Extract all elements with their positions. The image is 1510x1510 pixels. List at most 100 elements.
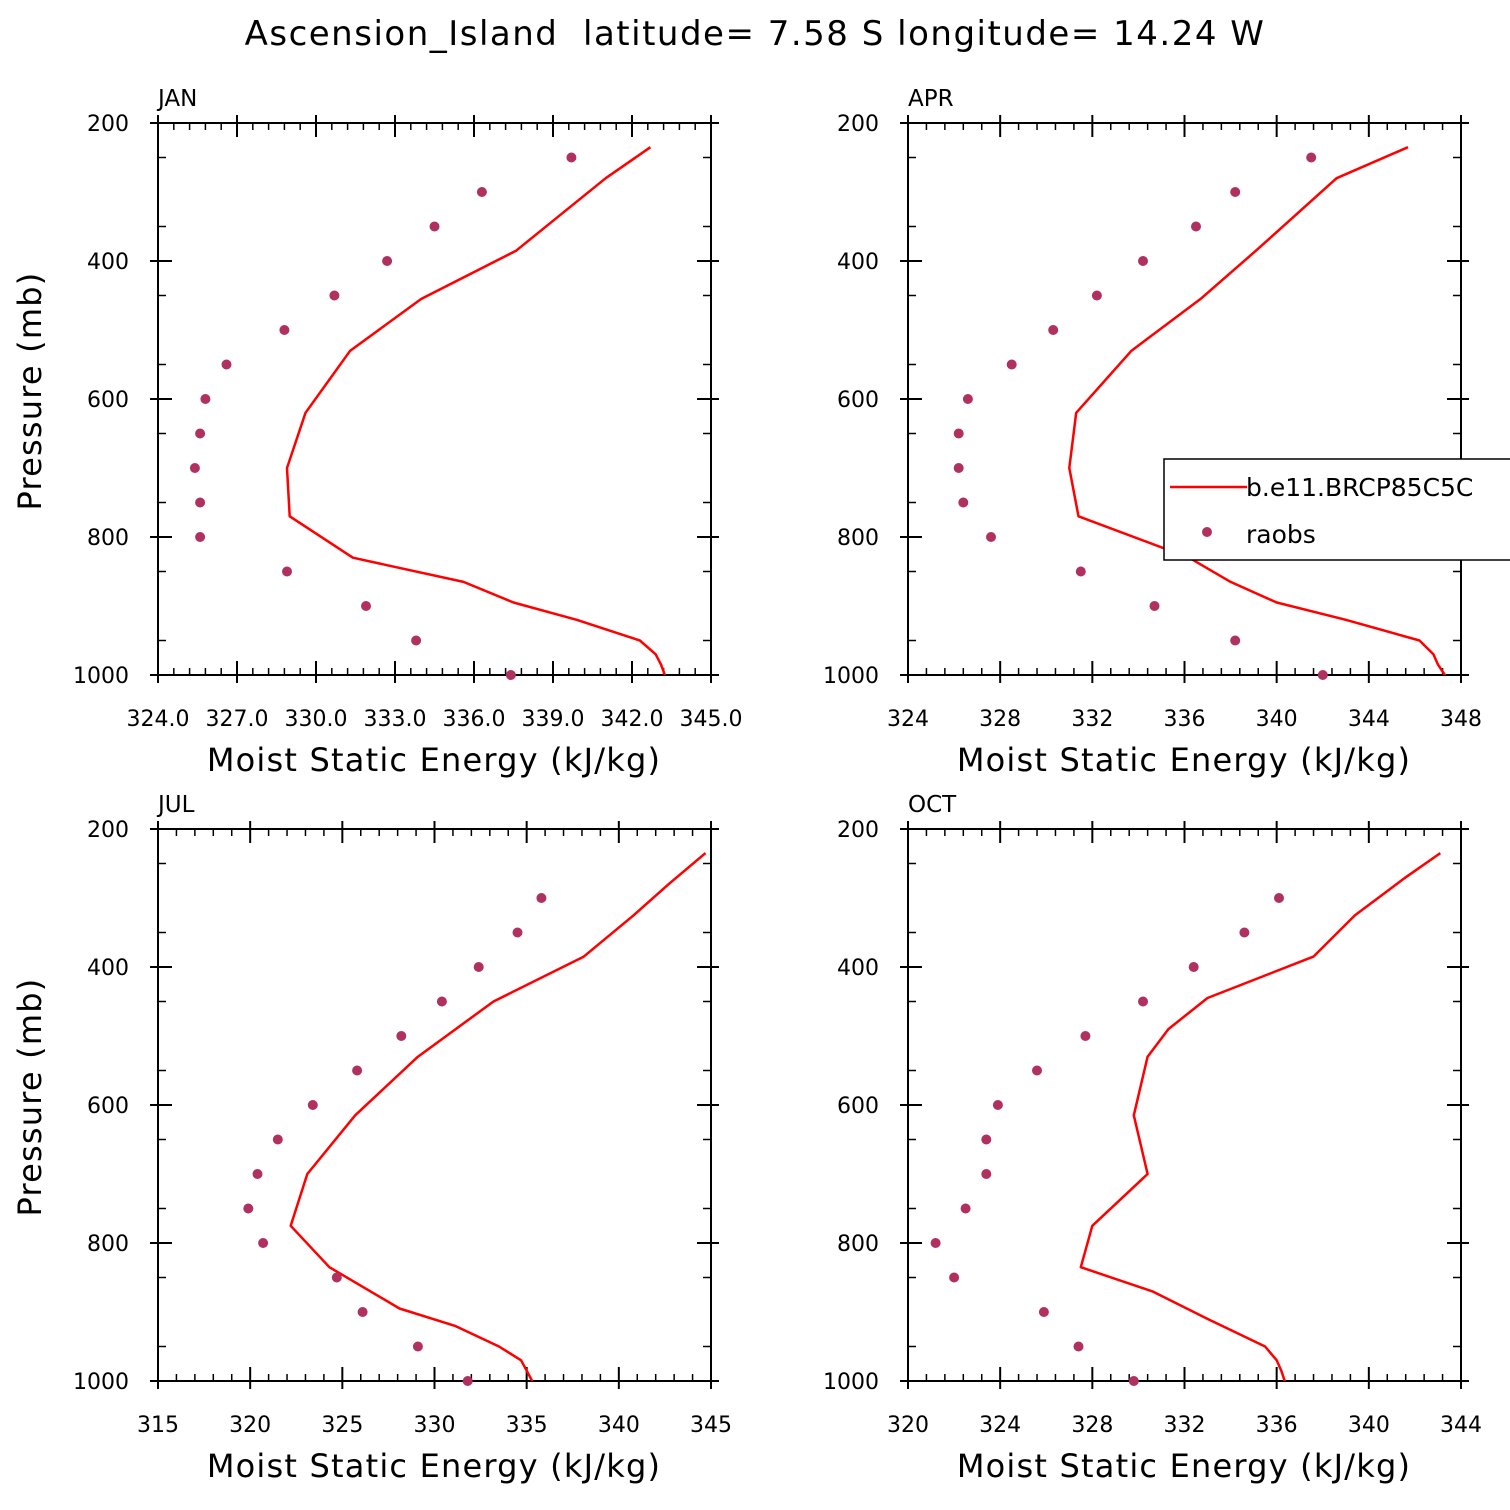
obs-point-apr-300 [1230, 187, 1241, 197]
obs-point-jul-800 [258, 1238, 269, 1248]
model-line-apr [1068, 146, 1447, 675]
legend-box [1163, 458, 1510, 561]
obs-point-jul-550 [352, 1065, 363, 1076]
obs-point-oct-450 [1138, 996, 1148, 1007]
obs-point-oct-1000 [1128, 1376, 1139, 1386]
x-tick-label-apr-6: 348 [1440, 707, 1482, 732]
x-tick-label-jan-5: 339.0 [522, 707, 585, 732]
y-tick-label-jan-600: 600 [87, 388, 129, 413]
x-axis-title-jul: Moist Static Energy (kJ/kg) [207, 1447, 661, 1485]
obs-point-jan-550 [221, 359, 232, 370]
x-tick-label-jul-3: 330 [414, 1413, 456, 1438]
x-tick-label-oct-3: 332 [1164, 1413, 1206, 1438]
obs-point-jan-500 [279, 325, 290, 335]
obs-point-jul-650 [272, 1134, 283, 1145]
obs-point-oct-800 [930, 1238, 941, 1248]
obs-point-jul-850 [331, 1272, 342, 1283]
obs-point-apr-400 [1138, 256, 1148, 266]
panel-apr: APR Moist Static Energy (kJ/kg) 200 400 60… [823, 86, 1482, 779]
obs-point-apr-950 [1230, 635, 1241, 646]
obs-point-oct-400 [1188, 962, 1199, 972]
obs-point-oct-850 [949, 1272, 960, 1283]
y-tick-label-apr-1000: 1000 [823, 664, 879, 689]
obs-point-jul-300 [536, 893, 547, 903]
plot-frame-apr [907, 122, 1462, 676]
x-tick-label-jul-2: 325 [321, 1413, 363, 1438]
panel-jul: JUL Pressure (mb) Moist Static Energy (k… [11, 792, 732, 1485]
x-tick-label-apr-0: 324 [887, 707, 929, 732]
y-tick-label-jul-800: 800 [87, 1232, 129, 1257]
panel-oct: OCT Moist Static Energy (kJ/kg) 200 400 60… [823, 792, 1482, 1485]
legend-obs-label: raobs [1246, 520, 1316, 549]
x-tick-label-jul-0: 315 [137, 1413, 179, 1438]
obs-point-jul-950 [412, 1341, 423, 1352]
x-tick-label-oct-5: 340 [1348, 1413, 1390, 1438]
obs-point-jul-600 [307, 1100, 318, 1110]
y-axis-title-jan: Pressure (mb) [11, 272, 49, 511]
obs-point-apr-250 [1306, 152, 1317, 163]
y-tick-label-jul-1000: 1000 [73, 1370, 129, 1395]
obs-point-oct-350 [1239, 927, 1250, 938]
obs-point-jan-450 [329, 290, 340, 301]
x-tick-label-oct-4: 336 [1256, 1413, 1298, 1438]
obs-point-apr-1000 [1317, 670, 1328, 680]
plot-frame-oct [907, 828, 1462, 1382]
y-tick-label-oct-800: 800 [837, 1232, 879, 1257]
obs-point-oct-500 [1080, 1031, 1091, 1041]
y-tick-label-jan-200: 200 [87, 112, 129, 137]
x-tick-label-apr-1: 328 [979, 707, 1021, 732]
obs-point-jan-950 [411, 635, 422, 646]
x-tick-label-jan-0: 324.0 [127, 707, 190, 732]
y-tick-label-jan-400: 400 [87, 250, 129, 275]
obs-point-apr-650 [953, 428, 964, 439]
x-tick-label-jan-1: 327.0 [206, 707, 269, 732]
obs-point-apr-750 [958, 497, 969, 508]
obs-point-jan-300 [476, 187, 487, 197]
legend-model-label: b.e11.BRCP85C5C [1246, 473, 1473, 502]
legend-obs-swatch [1202, 527, 1212, 537]
obs-point-apr-550 [1006, 359, 1017, 370]
obs-point-apr-600 [962, 394, 973, 404]
obs-point-apr-850 [1075, 566, 1086, 577]
x-axis-title-jan: Moist Static Energy (kJ/kg) [207, 741, 661, 779]
obs-point-jan-700 [189, 463, 200, 473]
obs-point-jul-900 [357, 1307, 368, 1317]
obs-point-oct-600 [992, 1100, 1003, 1110]
obs-point-apr-900 [1149, 601, 1160, 611]
x-tick-label-oct-6: 344 [1440, 1413, 1482, 1438]
obs-point-jan-1000 [505, 670, 516, 680]
x-tick-label-apr-3: 336 [1164, 707, 1206, 732]
panel-label-jul: JUL [156, 792, 195, 818]
panel-jan: JAN Pressure (mb) Moist Static Energy (k… [11, 86, 742, 779]
obs-point-oct-900 [1038, 1307, 1049, 1317]
panel-label-jan: JAN [156, 86, 197, 112]
obs-point-jan-750 [195, 497, 206, 508]
obs-point-apr-350 [1191, 221, 1201, 232]
legend: b.e11.BRCP85C5C raobs [1163, 458, 1510, 561]
obs-point-apr-700 [953, 463, 964, 473]
obs-point-jul-450 [436, 996, 447, 1007]
obs-point-oct-950 [1073, 1341, 1084, 1352]
obs-point-jan-600 [200, 394, 211, 404]
obs-point-apr-450 [1091, 290, 1102, 301]
x-tick-label-jul-5: 340 [598, 1413, 640, 1438]
obs-point-oct-300 [1274, 893, 1284, 903]
model-line-jul [289, 852, 707, 1381]
obs-point-apr-500 [1048, 325, 1059, 335]
obs-point-jul-1000 [462, 1376, 473, 1386]
y-tick-label-jul-400: 400 [87, 956, 129, 981]
obs-point-jan-350 [429, 221, 440, 232]
y-tick-label-apr-800: 800 [837, 526, 879, 551]
obs-point-jan-400 [382, 256, 393, 266]
y-tick-label-oct-400: 400 [837, 956, 879, 981]
obs-point-jan-900 [361, 601, 371, 611]
panel-label-oct: OCT [908, 792, 957, 818]
plot-frame-jan [157, 122, 712, 676]
y-tick-label-jul-200: 200 [87, 818, 129, 843]
obs-point-jan-250 [566, 152, 577, 163]
panel-label-apr: APR [908, 86, 954, 112]
x-axis-title-apr: Moist Static Energy (kJ/kg) [957, 741, 1411, 779]
x-tick-label-oct-0: 320 [887, 1413, 929, 1438]
x-tick-label-jan-7: 345.0 [680, 707, 743, 732]
obs-point-jul-350 [512, 927, 523, 938]
